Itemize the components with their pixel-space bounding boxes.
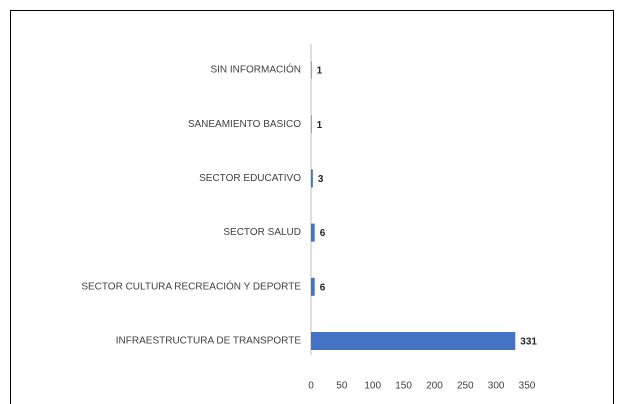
x-tick-label: 350 [519,381,536,392]
data-label: 1 [317,66,323,77]
data-label: 1 [317,120,323,131]
bar [311,277,315,296]
y-tick-label: SECTOR EDUCATIVO [199,173,301,184]
x-tick-label: 250 [457,381,474,392]
y-tick-label: SIN INFORMACIÓN [210,63,301,76]
x-tick-label: 300 [488,381,505,392]
frame [10,10,614,404]
x-tick-label: 150 [395,381,412,392]
bar [311,332,516,350]
y-tick-label: SANEAMIENTO BASICO [188,119,301,130]
y-tick-label: SECTOR SALUD [223,227,301,238]
bar [311,61,312,79]
data-label: 6 [320,282,326,293]
y-tick-label: INFRAESTRUCTURA DE TRANSPORTE [116,336,302,347]
x-tick-label: 50 [336,381,348,392]
data-label: 3 [318,174,324,185]
y-tick-label: SECTOR CULTURA RECREACIÓN Y DEPORTE [81,279,301,292]
bar [311,223,315,242]
x-tick-label: 0 [308,381,314,392]
bar [311,169,313,188]
x-tick-label: 100 [364,381,381,392]
x-tick-label: 200 [426,381,443,392]
data-label: 331 [520,337,537,348]
bar [311,115,312,134]
data-label: 6 [320,228,326,239]
